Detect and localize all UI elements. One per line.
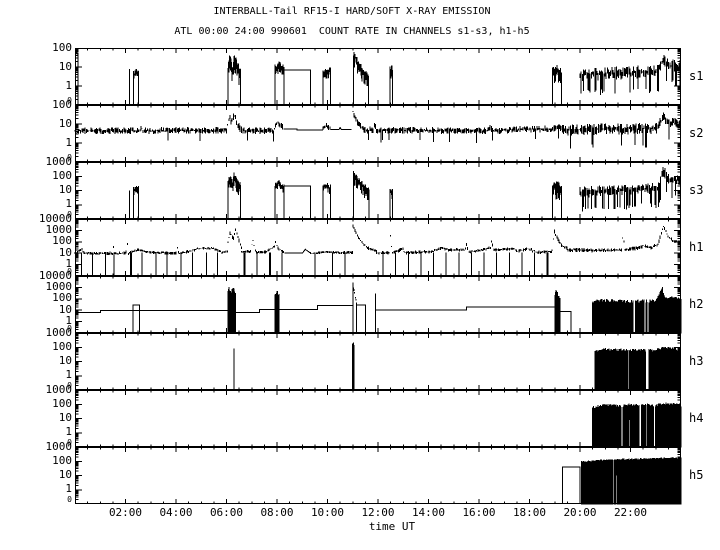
y-tick-label: 0 bbox=[67, 324, 72, 333]
y-tick-label: 10000 bbox=[38, 268, 72, 282]
panel-s3-trace bbox=[128, 166, 681, 220]
x-tick-label: 02:00 bbox=[108, 506, 143, 519]
channel-label-h4: h4 bbox=[689, 410, 704, 425]
y-tick-label: 10 bbox=[58, 59, 72, 73]
y-tick-label: 100 bbox=[52, 453, 72, 467]
panel-h3-axes bbox=[75, 333, 681, 390]
y-tick-label: 10 bbox=[58, 116, 72, 130]
panel-h5-trace bbox=[561, 456, 682, 505]
y-tick-label: 10 bbox=[58, 411, 72, 424]
panel-h1-axes bbox=[75, 219, 681, 276]
y-tick-label: 100 bbox=[52, 291, 72, 305]
y-tick-label: 1 bbox=[65, 368, 72, 382]
y-tick-label: 0 bbox=[67, 96, 72, 105]
y-tick-label: 1 bbox=[65, 78, 72, 92]
panel-h1-trace bbox=[74, 224, 682, 277]
x-tick-label: 18:00 bbox=[512, 506, 547, 519]
y-tick-label: 1000 bbox=[45, 222, 73, 236]
panel-h3-trace bbox=[233, 342, 682, 391]
x-tick-label: 16:00 bbox=[462, 506, 496, 519]
y-tick-label: 10 bbox=[58, 354, 72, 367]
panel-h4-axes bbox=[75, 390, 681, 447]
plot-title: INTERBALL-Tail RF15-I HARD/SOFT X-RAY EM… bbox=[213, 6, 491, 17]
y-tick-label: 10000 bbox=[38, 211, 72, 225]
x-tick-label: 06:00 bbox=[209, 506, 244, 519]
y-tick-label: 100 bbox=[52, 40, 72, 54]
y-tick-label: 1 bbox=[65, 482, 72, 496]
x-tick-label: 10:00 bbox=[310, 506, 345, 519]
channel-label-h1: h1 bbox=[689, 239, 704, 254]
x-tick-label: 12:00 bbox=[361, 506, 395, 519]
panel-s3-axes bbox=[75, 162, 681, 219]
channel-label-h3: h3 bbox=[689, 353, 704, 368]
y-tick-label: 0 bbox=[67, 267, 72, 276]
y-tick-label: 100 bbox=[52, 234, 72, 248]
plot-subtitle: ATL 00:00 24:00 990601 COUNT RATE IN CHA… bbox=[174, 26, 530, 37]
y-tick-label: 0 bbox=[67, 210, 72, 219]
y-tick-label: 1000 bbox=[45, 325, 73, 339]
panel-h4-trace bbox=[592, 402, 682, 448]
y-tick-label: 1000 bbox=[45, 382, 73, 396]
y-tick-label: 0 bbox=[67, 438, 72, 447]
panel-s1-trace bbox=[75, 49, 681, 106]
channel-label-h5: h5 bbox=[689, 467, 704, 482]
x-axis-title: time UT bbox=[368, 520, 416, 533]
y-tick-label: 1 bbox=[65, 257, 72, 271]
x-tick-label: 08:00 bbox=[260, 506, 294, 519]
x-tick-label: 04:00 bbox=[159, 506, 193, 519]
y-tick-label: 1 bbox=[65, 314, 72, 328]
x-tick-label: 14:00 bbox=[411, 506, 446, 519]
y-tick-label: 0 bbox=[67, 153, 72, 162]
y-tick-label: 0 bbox=[67, 381, 72, 390]
panel-s1-axes bbox=[75, 48, 681, 105]
y-tick-label: 100 bbox=[52, 97, 72, 111]
y-tick-label: 100 bbox=[52, 168, 72, 182]
y-tick-label: 10 bbox=[58, 468, 72, 481]
panel-h5-axes bbox=[75, 447, 681, 504]
y-tick-label: 100 bbox=[52, 396, 72, 410]
y-tick-label: 1000 bbox=[45, 154, 73, 168]
channel-label-s3: s3 bbox=[689, 182, 704, 197]
channel-label-h2: h2 bbox=[689, 296, 704, 311]
y-tick-label: 10 bbox=[58, 183, 72, 196]
panel-h2-trace bbox=[75, 282, 682, 334]
y-tick-label: 0 bbox=[67, 495, 72, 504]
channel-label-s1: s1 bbox=[689, 68, 704, 83]
y-tick-label: 1 bbox=[65, 197, 72, 211]
x-tick-label: 22:00 bbox=[613, 506, 648, 519]
y-tick-label: 100 bbox=[52, 339, 72, 353]
panel-h2-axes bbox=[75, 276, 681, 333]
y-tick-label: 1000 bbox=[45, 279, 73, 293]
x-tick-label: 20:00 bbox=[563, 506, 597, 519]
y-tick-label: 1 bbox=[65, 135, 72, 149]
y-tick-label: 10 bbox=[58, 302, 72, 316]
y-tick-label: 1000 bbox=[45, 439, 73, 453]
panel-s2-trace bbox=[74, 110, 681, 149]
y-tick-label: 10 bbox=[58, 245, 72, 259]
panel-s2-axes bbox=[75, 105, 681, 162]
channel-label-s2: s2 bbox=[689, 125, 704, 140]
y-tick-label: 1 bbox=[65, 425, 72, 439]
